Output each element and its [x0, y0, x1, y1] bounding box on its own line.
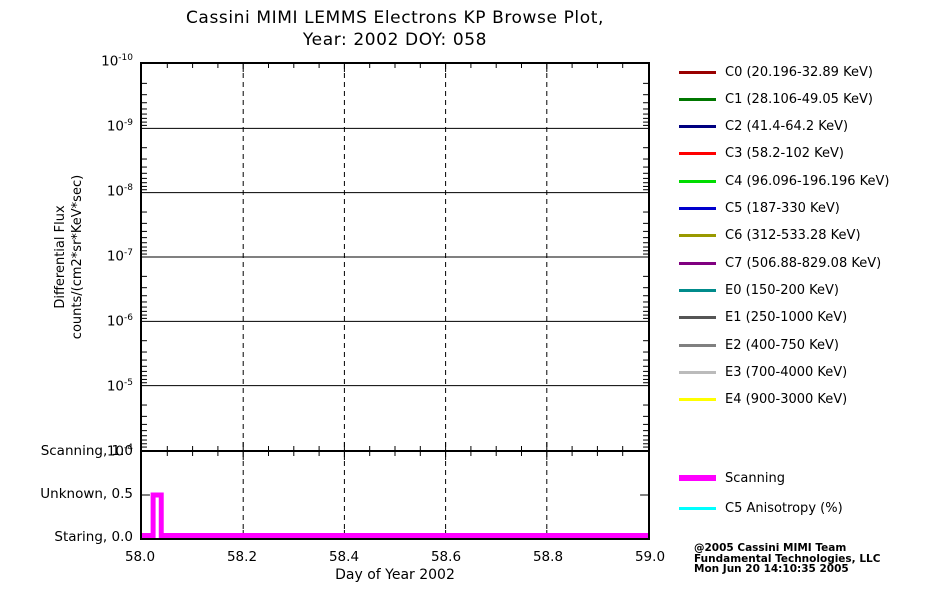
y-tick-label: 10-5: [106, 378, 133, 395]
legend-color-swatch: [679, 288, 716, 292]
channel-legend: C0 (20.196-32.89 KeV) C1 (28.106-49.05 Ke…: [679, 59, 949, 419]
status-legend-color-swatch: [679, 475, 716, 481]
x-axis-title: Day of Year 2002: [335, 567, 455, 583]
legend-item-e0: E0 (150-200 KeV): [679, 277, 839, 303]
pointing-status-panel: [140, 450, 650, 540]
scanning-status-line: [142, 492, 648, 538]
legend-item-e2: E2 (400-750 KeV): [679, 332, 839, 358]
legend-color-swatch: [679, 152, 716, 156]
legend-color-swatch: [679, 207, 716, 210]
main-plot-grid: [142, 64, 648, 450]
legend-item-e1: E1 (250-1000 KeV): [679, 305, 847, 331]
status-legend-label: C5 Anisotropy (%): [725, 500, 843, 516]
x-tick-label: 58.2: [226, 549, 258, 565]
legend-label: E1 (250-1000 KeV): [725, 310, 848, 326]
legend-label: C1 (28.106-49.05 KeV): [725, 91, 873, 107]
legend-item-c2: C2 (41.4-64.2 KeV): [679, 114, 848, 140]
legend-color-swatch: [679, 261, 716, 265]
legend-label: E3 (700-4000 KeV): [725, 364, 848, 380]
status-tick-label: Scanning, 1.0: [40, 443, 133, 459]
legend-label: C4 (96.096-196.196 KeV): [725, 173, 890, 189]
y-tick-exponent: -6: [124, 313, 133, 323]
legend-label: E0 (150-200 KeV): [725, 282, 839, 298]
plot-title-line2: Year: 2002 DOY: 058: [302, 30, 488, 50]
legend-color-swatch: [679, 398, 716, 402]
y-tick-exponent: -5: [124, 378, 133, 388]
y-axis-title-line1: Differential Flux: [53, 205, 68, 309]
legend-color-swatch: [679, 70, 716, 74]
y-tick-label: 10-9: [106, 118, 133, 135]
credit-line3: Mon Jun 20 14:10:35 2005: [694, 563, 849, 575]
plot-title-line1: Cassini MIMI LEMMS Electrons KP Browse P…: [185, 8, 605, 28]
legend-item-e4: E4 (900-3000 KeV): [679, 387, 847, 413]
legend-color-swatch: [679, 370, 716, 374]
legend-label: C3 (58.2-102 KeV): [725, 146, 844, 162]
x-tick-label: 58.6: [430, 549, 462, 565]
status-legend-label: Scanning: [725, 470, 785, 486]
x-tick-label: 58.4: [328, 549, 360, 565]
legend-label: C6 (312-533.28 KeV): [725, 228, 861, 244]
legend-color-swatch: [679, 97, 716, 101]
status-legend-item-c5: C5 Anisotropy (%): [679, 495, 843, 521]
main-plot-area: [140, 62, 650, 452]
credit-line1: @2005 Cassini MIMI Team: [694, 542, 847, 554]
legend-item-e3: E3 (700-4000 KeV): [679, 359, 847, 385]
legend-item-c5: C5 (187-330 KeV): [679, 196, 840, 222]
y-tick-label: 10-6: [106, 313, 133, 330]
x-tick-label: 58.8: [532, 549, 564, 565]
status-legend: Scanning C5 Anisotropy (%): [679, 465, 949, 525]
y-tick-exponent: -10: [118, 53, 133, 63]
credit-line2: Fundamental Technologies, LLC: [694, 552, 881, 565]
status-panel-grid: [142, 452, 648, 538]
status-tick-label: Staring, 0.0: [54, 529, 133, 545]
legend-color-swatch: [679, 343, 716, 347]
legend-label: E4 (900-3000 KeV): [725, 392, 848, 408]
plot-title: Cassini MIMI LEMMS Electrons KP Browse P…: [110, 7, 680, 51]
y-tick-exponent: -4: [124, 443, 133, 453]
x-tick-label: 58.0: [124, 549, 156, 565]
y-tick-label: 10-10: [101, 53, 133, 70]
legend-item-c4: C4 (96.096-196.196 KeV): [679, 168, 889, 194]
legend-item-c0: C0 (20.196-32.89 KeV): [679, 59, 873, 85]
status-legend-item-scanning: Scanning: [679, 465, 785, 491]
y-tick-label: 10-7: [106, 248, 133, 265]
y-tick-label: 10-8: [106, 183, 133, 200]
legend-item-c6: C6 (312-533.28 KeV): [679, 223, 861, 249]
legend-label: C5 (187-330 KeV): [725, 201, 840, 216]
legend-item-c7: C7 (506.88-829.08 KeV): [679, 250, 881, 276]
legend-label: E2 (400-750 KeV): [725, 337, 839, 353]
legend-label: C0 (20.196-32.89 KeV): [725, 64, 873, 80]
legend-color-swatch: [679, 234, 716, 238]
legend-color-swatch: [679, 316, 716, 320]
y-tick-exponent: -9: [124, 118, 133, 128]
legend-label: C2 (41.4-64.2 KeV): [725, 119, 849, 135]
legend-item-c3: C3 (58.2-102 KeV): [679, 141, 844, 167]
legend-color-swatch: [679, 179, 716, 183]
y-tick-exponent: -7: [124, 248, 133, 258]
status-legend-color-swatch: [679, 506, 716, 510]
credit-text: @2005 Cassini MIMI Team Fundamental Tech…: [694, 543, 880, 575]
status-tick-label: Unknown, 0.5: [40, 486, 133, 502]
x-tick-label: 59.0: [634, 549, 666, 565]
legend-color-swatch: [679, 125, 716, 129]
legend-label: C7 (506.88-829.08 KeV): [725, 255, 882, 271]
y-tick-exponent: -8: [124, 183, 133, 193]
legend-item-c1: C1 (28.106-49.05 KeV): [679, 86, 873, 112]
y-tick-label: 10-4: [106, 443, 133, 460]
